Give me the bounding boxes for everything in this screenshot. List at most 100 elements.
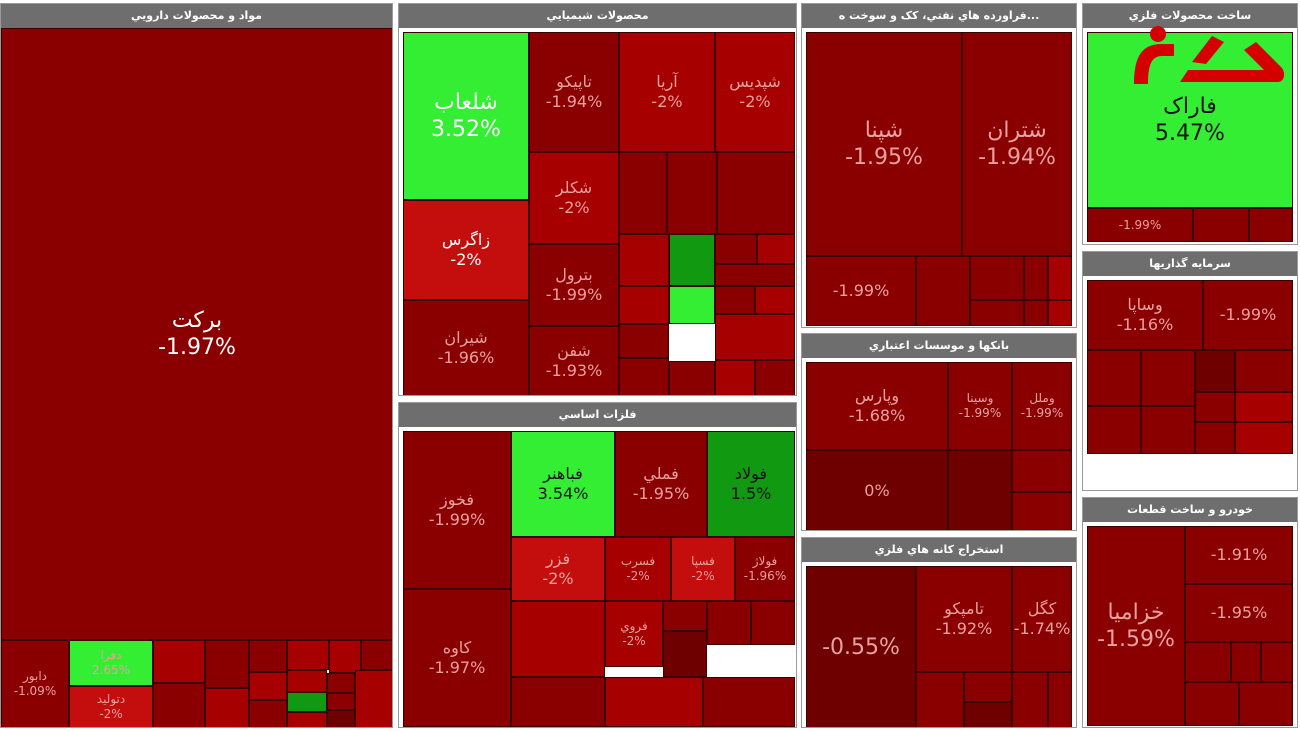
treemap-tile[interactable] (715, 234, 757, 264)
treemap-tile[interactable] (669, 234, 715, 286)
treemap-tile[interactable] (619, 324, 669, 358)
treemap-tile[interactable] (1012, 492, 1072, 530)
treemap-tile[interactable] (287, 712, 327, 727)
treemap-tile[interactable] (249, 700, 287, 727)
treemap-tile[interactable] (1235, 350, 1293, 392)
treemap-tile[interactable]: دفرا 2.65% (69, 640, 153, 686)
treemap-tile[interactable] (751, 601, 795, 645)
treemap-tile[interactable] (1048, 256, 1072, 300)
treemap-tile[interactable]: فزر -2% (511, 537, 605, 601)
treemap-tile[interactable] (1087, 406, 1141, 454)
treemap-tile[interactable]: بترول -1.99% (529, 244, 619, 326)
treemap-tile[interactable] (663, 601, 707, 631)
treemap-tile[interactable] (703, 677, 795, 727)
treemap-tile[interactable]: زاگرس -2% (403, 200, 529, 300)
treemap-tile[interactable] (1193, 208, 1249, 242)
treemap-tile[interactable] (1141, 406, 1195, 454)
treemap-tile[interactable] (205, 640, 249, 688)
treemap-tile[interactable] (667, 152, 717, 234)
treemap-tile[interactable]: فولاد 1.5% (707, 431, 795, 537)
treemap-tile[interactable]: شتران -1.94% (962, 32, 1072, 256)
treemap-tile[interactable] (327, 673, 355, 693)
treemap-tile[interactable] (755, 360, 795, 395)
treemap-tile[interactable] (1185, 642, 1231, 682)
treemap-tile[interactable]: تامپکو -1.92% (916, 566, 1012, 672)
treemap-tile[interactable] (327, 693, 355, 710)
treemap-tile[interactable] (619, 286, 669, 324)
treemap-tile[interactable] (1195, 350, 1235, 392)
treemap-tile[interactable] (287, 640, 329, 670)
treemap-tile[interactable] (249, 640, 287, 672)
treemap-tile[interactable] (511, 601, 605, 677)
treemap-tile[interactable] (1195, 392, 1235, 422)
treemap-tile[interactable]: -0.55% (806, 566, 916, 727)
treemap-tile[interactable] (970, 256, 1024, 300)
treemap-tile[interactable] (287, 670, 327, 692)
treemap-tile[interactable] (355, 670, 392, 727)
treemap-tile[interactable] (1261, 642, 1293, 682)
treemap-tile[interactable] (964, 672, 1012, 702)
treemap-tile[interactable] (619, 358, 669, 395)
treemap-tile[interactable]: فروي -2% (605, 601, 663, 667)
treemap-tile[interactable] (916, 256, 970, 326)
treemap-tile[interactable]: شپنا -1.95% (806, 32, 962, 256)
treemap-tile[interactable]: کاوه -1.97% (403, 589, 511, 727)
treemap-tile[interactable]: فسپا -2% (671, 537, 735, 601)
treemap-tile[interactable]: دتوليد -2% (69, 686, 153, 727)
treemap-tile[interactable]: فسرب -2% (605, 537, 671, 601)
treemap-tile[interactable] (1235, 422, 1293, 454)
treemap-tile[interactable] (1185, 682, 1239, 726)
treemap-tile[interactable] (361, 640, 392, 670)
treemap-tile[interactable] (1048, 672, 1072, 727)
treemap-tile[interactable]: -1.91% (1185, 526, 1293, 584)
treemap-tile[interactable]: -1.99% (1203, 280, 1293, 350)
treemap-tile[interactable] (1024, 256, 1048, 300)
treemap-tile[interactable] (1024, 300, 1048, 326)
treemap-tile[interactable]: فولاژ -1.96% (735, 537, 795, 601)
treemap-tile[interactable]: 0% (806, 450, 948, 530)
treemap-tile[interactable] (287, 692, 327, 712)
treemap-tile[interactable]: وسينا -1.99% (948, 362, 1012, 450)
treemap-tile[interactable]: شيران -1.96% (403, 300, 529, 395)
treemap-tile[interactable] (663, 631, 707, 677)
treemap-tile[interactable] (757, 234, 795, 264)
treemap-tile[interactable] (1087, 350, 1141, 406)
treemap-tile[interactable]: فخوز -1.99% (403, 431, 511, 589)
treemap-tile[interactable] (948, 450, 1012, 530)
treemap-tile[interactable] (1195, 422, 1235, 454)
treemap-tile[interactable]: شفن -1.93% (529, 326, 619, 395)
treemap-tile[interactable] (715, 264, 795, 286)
treemap-tile[interactable]: آريا -2% (619, 32, 715, 152)
treemap-tile[interactable] (1239, 682, 1293, 726)
treemap-tile[interactable] (1012, 450, 1072, 492)
treemap-tile[interactable] (669, 361, 715, 395)
treemap-tile[interactable] (707, 601, 751, 645)
treemap-tile[interactable]: دابور -1.09% (1, 640, 69, 727)
treemap-tile[interactable]: فملي -1.95% (615, 431, 707, 537)
treemap-tile[interactable] (715, 286, 755, 314)
treemap-tile[interactable] (249, 672, 287, 700)
treemap-tile[interactable]: شکلر -2% (529, 152, 619, 244)
treemap-tile[interactable]: وملل -1.99% (1012, 362, 1072, 450)
treemap-tile[interactable]: کگل -1.74% (1012, 566, 1072, 672)
treemap-tile[interactable] (1141, 350, 1195, 406)
treemap-tile[interactable]: -1.99% (1087, 208, 1193, 242)
treemap-tile[interactable]: وساپا -1.16% (1087, 280, 1203, 350)
treemap-tile[interactable] (153, 640, 205, 683)
treemap-tile[interactable]: -1.95% (1185, 584, 1293, 642)
treemap-tile[interactable] (669, 286, 715, 324)
treemap-tile[interactable] (1249, 208, 1293, 242)
treemap-tile[interactable] (715, 360, 755, 395)
treemap-tile[interactable] (970, 300, 1024, 326)
treemap-tile[interactable] (619, 152, 667, 234)
treemap-tile[interactable] (715, 314, 795, 360)
treemap-tile[interactable]: شپديس -2% (715, 32, 795, 152)
treemap-tile[interactable] (205, 688, 249, 727)
treemap-tile[interactable] (511, 677, 605, 727)
treemap-tile[interactable] (1048, 300, 1072, 326)
treemap-tile[interactable]: خزاميا -1.59% (1087, 526, 1185, 726)
treemap-tile[interactable]: تاپيکو -1.94% (529, 32, 619, 152)
treemap-tile[interactable] (327, 710, 355, 727)
treemap-tile[interactable] (153, 683, 205, 727)
treemap-tile[interactable] (717, 152, 795, 234)
